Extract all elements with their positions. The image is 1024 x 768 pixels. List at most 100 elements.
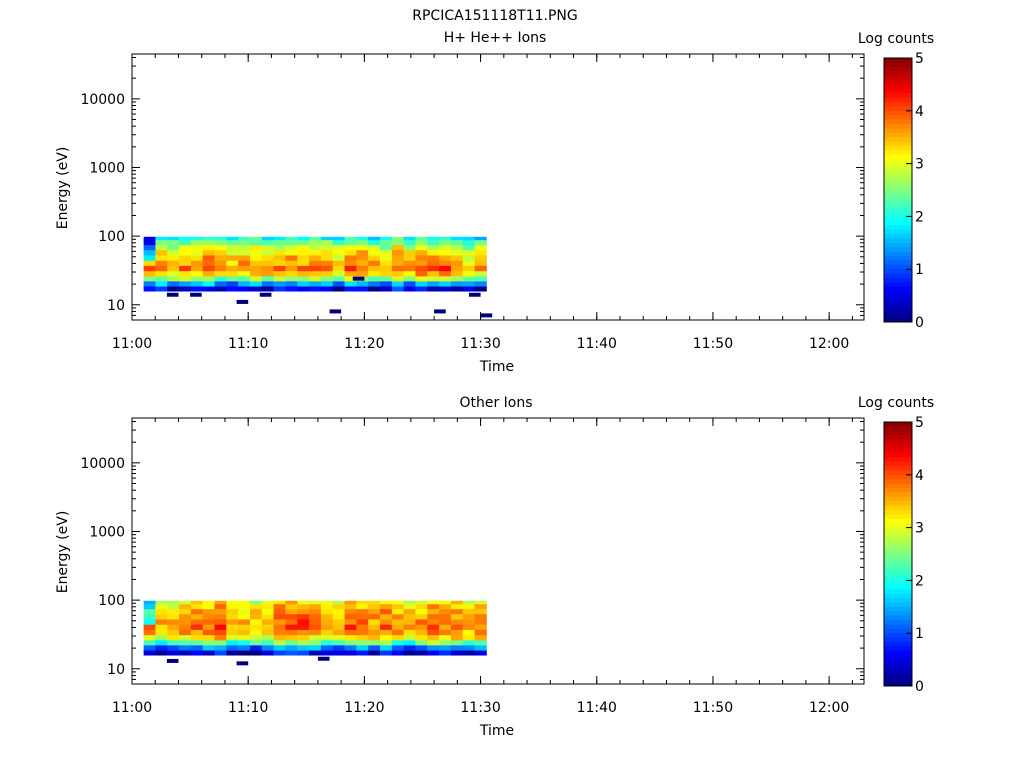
heatmap-cell <box>462 619 475 626</box>
heatmap-cell <box>380 645 393 651</box>
heatmap-cell <box>415 650 428 656</box>
heatmap-cell <box>238 260 251 267</box>
x-tick-label: 11:50 <box>693 700 733 716</box>
heatmap-cell <box>462 245 475 251</box>
heatmap-cell <box>332 245 345 251</box>
heatmap-cell <box>261 286 275 292</box>
colorbar-segment <box>884 273 912 279</box>
heatmap-cell <box>179 650 192 656</box>
heatmap-cell <box>439 600 452 605</box>
heatmap-cell <box>391 609 405 615</box>
heatmap-cell <box>439 236 452 241</box>
heatmap-cell <box>167 635 180 641</box>
heatmap-cell <box>238 245 251 251</box>
colorbar-segment <box>884 168 912 173</box>
heatmap-cell <box>285 255 298 262</box>
heatmap-cell <box>190 260 204 267</box>
heatmap-cell <box>285 600 298 605</box>
heatmap-cell <box>320 236 334 241</box>
colorbar-segment <box>884 58 912 63</box>
heatmap-cell <box>391 265 405 272</box>
heatmap-cell <box>320 250 334 256</box>
heatmap-cell <box>214 635 227 641</box>
heatmap-cell <box>368 640 381 646</box>
heatmap-cell <box>261 245 275 251</box>
heatmap-cell <box>261 635 275 641</box>
heatmap-cell <box>214 236 227 241</box>
colorbar-segment <box>884 247 912 253</box>
heatmap-cell <box>344 271 357 277</box>
heatmap-cell <box>309 619 322 626</box>
heatmap-cell <box>427 271 440 277</box>
heatmap-cell <box>238 635 251 641</box>
heatmap-cell <box>320 281 334 287</box>
colorbar-segment <box>884 589 912 595</box>
heatmap-cell <box>356 260 369 267</box>
heatmap-cell <box>179 614 192 620</box>
heatmap-cell <box>143 645 156 651</box>
heatmap-cell <box>190 236 204 241</box>
colorbar-segment <box>884 628 912 634</box>
heatmap-cell <box>332 240 345 246</box>
heatmap-cell <box>285 614 298 620</box>
heatmap-cell <box>439 619 452 626</box>
heatmap-cell <box>309 614 322 620</box>
colorbar-tick-label: 0 <box>915 679 924 695</box>
colorbar-segment <box>884 110 912 116</box>
heatmap-cell <box>380 604 393 610</box>
heatmap-cell <box>450 260 464 267</box>
heatmap-cell <box>202 260 215 267</box>
heatmap-cell <box>450 271 464 277</box>
colorbar-label: Log counts <box>858 395 934 411</box>
heatmap-cell <box>309 640 322 646</box>
heatmap-cell <box>273 286 286 292</box>
heatmap-cell <box>297 600 310 605</box>
colorbar-segment <box>884 102 912 107</box>
heatmap-cell <box>285 619 298 626</box>
heatmap-cell <box>179 245 192 251</box>
heatmap-cell <box>356 255 369 262</box>
heatmap-cell-low <box>480 313 493 318</box>
heatmap-cell <box>391 271 405 277</box>
heatmap-cell <box>320 240 334 246</box>
heatmap-cell <box>261 276 275 282</box>
heatmap-cell <box>179 271 192 277</box>
heatmap-cell <box>356 286 369 292</box>
heatmap-cell <box>439 281 452 287</box>
heatmap-cell <box>474 236 487 241</box>
heatmap-cell <box>226 260 239 267</box>
heatmap-cell <box>462 271 475 277</box>
heatmap-cell <box>214 604 227 610</box>
colorbar-segment <box>884 492 912 498</box>
heatmap-cell <box>380 245 393 251</box>
colorbar-segment <box>884 461 912 467</box>
colorbar-segment <box>884 496 912 502</box>
heatmap-cell <box>155 281 168 287</box>
heatmap-cell <box>297 265 310 272</box>
heatmap-cell <box>143 236 156 241</box>
colorbar-segment <box>884 304 912 310</box>
heatmap-cell <box>332 619 345 626</box>
colorbar-segment <box>884 137 912 143</box>
heatmap-cell <box>391 281 405 287</box>
heatmap-cell <box>450 236 464 241</box>
heatmap-cell <box>391 240 405 246</box>
heatmap-cell <box>439 260 452 267</box>
heatmap-cell <box>261 645 275 651</box>
heatmap-cell <box>368 286 381 292</box>
heatmap-cell <box>261 619 275 626</box>
heatmap-cell <box>403 250 416 256</box>
heatmap-cell <box>202 609 215 615</box>
heatmap-cell <box>332 250 345 256</box>
heatmap-cell <box>415 276 428 282</box>
heatmap-cell <box>179 260 192 267</box>
heatmap-cell <box>309 286 322 292</box>
heatmap-cell <box>179 250 192 256</box>
colorbar-tick-label: 3 <box>915 521 924 537</box>
x-tick-label: 11:30 <box>460 700 500 716</box>
heatmap-cell <box>344 281 357 287</box>
heatmap-cell <box>415 281 428 287</box>
heatmap-cell <box>143 271 156 277</box>
heatmap-cell <box>179 629 192 636</box>
heatmap-cell <box>380 286 393 292</box>
